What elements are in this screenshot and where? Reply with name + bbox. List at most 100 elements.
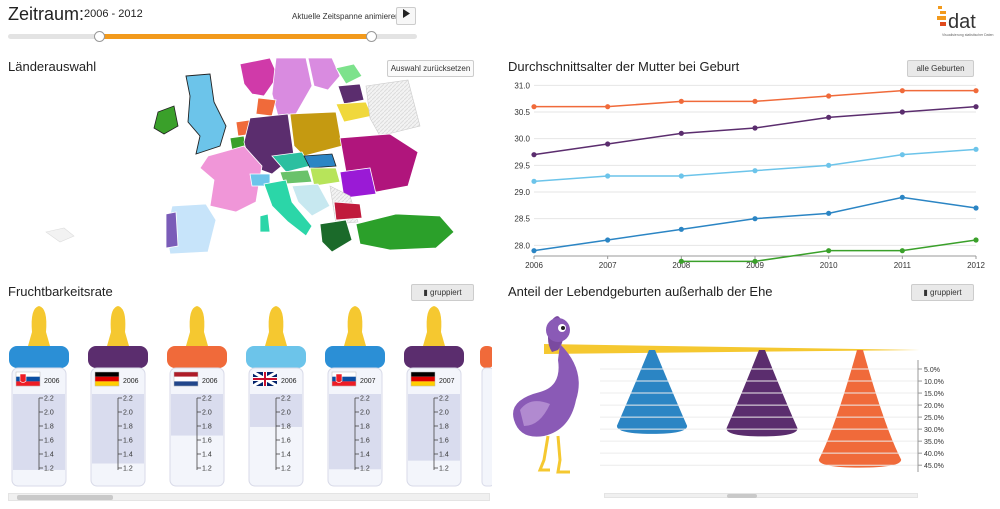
europe-map[interactable]	[40, 56, 460, 256]
bottle-tick-label: 2.2	[281, 396, 291, 403]
data-point	[605, 104, 611, 110]
play-icon	[403, 9, 410, 18]
data-point	[605, 173, 611, 179]
x-tick-label: 2012	[967, 261, 985, 270]
fertility-grouped-button[interactable]: ▮ gruppiert	[411, 284, 474, 301]
map-region	[307, 57, 341, 91]
x-tick-label: 2008	[672, 261, 690, 270]
bottle-tick-label: 1.4	[281, 452, 291, 459]
fertility-bottle: 2006 2.2 2.0 1.8 1.6 1.4 1.2	[9, 306, 69, 487]
bottle-tick-label: 1.6	[281, 438, 291, 445]
data-point	[752, 216, 758, 222]
x-tick-label: 2010	[820, 261, 838, 270]
fertility-scrollbar[interactable]	[8, 493, 490, 501]
bottle-tick-label: 1.4	[202, 452, 212, 459]
y-tick-label: 29.0	[514, 188, 530, 197]
series-line	[533, 105, 977, 156]
x-tick-label: 2007	[599, 261, 617, 270]
fertility-bottle: 2007 2.2 2.0 1.8 1.6 1.4 1.2	[325, 306, 385, 487]
bottle-tick-label: 1.6	[439, 438, 449, 445]
slider-end-handle[interactable]	[366, 31, 377, 42]
map-region	[309, 167, 341, 187]
flag-germany-icon	[94, 371, 120, 387]
map-region	[303, 153, 337, 169]
bar-chart-icon: ▮	[423, 288, 428, 297]
map-region	[355, 213, 455, 251]
stork-illustration	[513, 316, 579, 474]
y-tick-label: 30.0	[514, 135, 530, 144]
data-point	[973, 205, 979, 211]
bottle-tick-label: 1.8	[202, 424, 212, 431]
bottle-tick-label: 1.8	[360, 424, 370, 431]
bottle-tick-label: 1.2	[123, 466, 133, 473]
stork-chart: 5.0% 10.0% 15.0% 20.0% 25.0% 30.0% 35.0% 40.0% 4…	[513, 316, 944, 474]
data-point	[678, 173, 684, 179]
bottle-nipple	[186, 306, 208, 346]
data-point	[973, 104, 979, 110]
births-scrollbar[interactable]	[604, 493, 918, 498]
fertility-bottle: 2006 2.2 2.0 1.8 1.6 1.4 1.2	[88, 306, 148, 487]
map-region	[199, 145, 263, 213]
bottle-tick-label: 2.2	[202, 396, 212, 403]
bottle-tick-label: 1.6	[123, 438, 133, 445]
y-tick-label: 5.0%	[924, 367, 940, 374]
logo-subtext: Visualisierung statistischer Daten	[942, 33, 994, 37]
births-grouped-button[interactable]: ▮ gruppiert	[911, 284, 974, 301]
births-scroll-thumb[interactable]	[727, 494, 757, 498]
y-tick-label: 28.0	[514, 241, 530, 250]
data-point	[678, 130, 684, 136]
data-point	[826, 210, 832, 216]
map-region	[153, 105, 179, 135]
map-region	[289, 111, 343, 157]
y-tick-label: 20.0%	[924, 403, 944, 410]
births-title: Anteil der Lebendgeburten außerhalb der …	[508, 284, 773, 299]
y-tick-label: 10.0%	[924, 379, 944, 386]
data-point	[826, 114, 832, 120]
bottle-cap	[9, 346, 69, 368]
data-point	[531, 178, 537, 184]
data-point	[752, 98, 758, 104]
bottle-cap	[325, 346, 385, 368]
all-births-button[interactable]: alle Geburten	[907, 60, 974, 77]
x-tick-label: 2006	[525, 261, 543, 270]
map-region	[255, 97, 277, 117]
bottle-tick-label: 1.4	[123, 452, 133, 459]
flag-slovakia-icon	[15, 371, 41, 387]
map-region	[335, 63, 363, 85]
data-point	[752, 125, 758, 131]
reset-selection-button[interactable]: Auswahl zurücksetzen	[387, 60, 474, 77]
bottle-nipple	[107, 306, 129, 346]
bottle-tick-label: 1.2	[360, 466, 370, 473]
map-region	[291, 183, 331, 217]
fertility-bottle-partial	[480, 346, 492, 487]
bottle-tick-label: 1.2	[281, 466, 291, 473]
bottle-year: 2006	[44, 378, 60, 385]
bottle-nipple	[344, 306, 366, 346]
fertility-title: Fruchtbarkeitsrate	[8, 284, 113, 299]
data-point	[973, 146, 979, 152]
bottle-year: 2007	[439, 378, 455, 385]
line-chart-title: Durchschnittsalter der Mutter bei Geburt	[508, 59, 740, 74]
fertility-scroll-thumb[interactable]	[17, 495, 113, 500]
bottle-year: 2006	[281, 378, 297, 385]
bottle-cap	[246, 346, 306, 368]
fertility-bottle: 2006 2.2 2.0 1.8 1.6 1.4 1.2	[167, 306, 227, 487]
stork-beak	[544, 344, 920, 354]
play-button[interactable]	[396, 7, 416, 25]
y-tick-label: 40.0%	[924, 451, 944, 458]
logo: dat Visualisierung statistischer Daten	[934, 4, 994, 40]
y-tick-label: 25.0%	[924, 415, 944, 422]
slider-start-handle[interactable]	[94, 31, 105, 42]
data-point	[678, 226, 684, 232]
data-point	[531, 152, 537, 158]
bottle-tick-label: 1.6	[202, 438, 212, 445]
bottle-tick-label: 1.8	[281, 424, 291, 431]
bottle-tick-label: 1.2	[439, 466, 449, 473]
map-region	[259, 213, 271, 233]
bottle-tick-label: 2.2	[44, 396, 54, 403]
drop-bar	[616, 350, 688, 434]
bottle-tick-label: 1.2	[44, 466, 54, 473]
data-point	[605, 237, 611, 243]
data-point	[678, 258, 684, 264]
series-line	[534, 89, 976, 108]
